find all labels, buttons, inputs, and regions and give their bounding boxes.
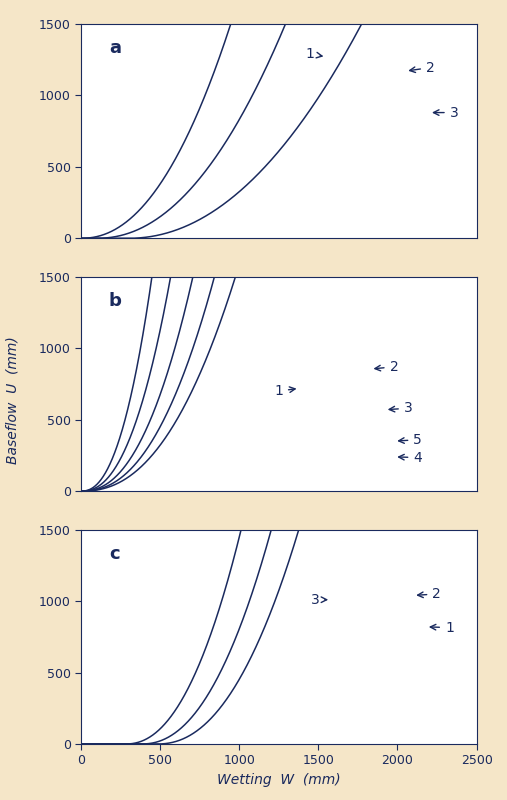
Text: 1: 1 (274, 384, 295, 398)
Text: 1: 1 (430, 621, 454, 634)
Text: 2: 2 (418, 587, 441, 601)
Text: b: b (109, 292, 122, 310)
Text: 3: 3 (310, 593, 327, 606)
Text: a: a (109, 39, 121, 57)
X-axis label: Wetting  W  (mm): Wetting W (mm) (217, 773, 341, 787)
Text: 2: 2 (410, 61, 434, 74)
Text: Baseflow  U  (mm): Baseflow U (mm) (6, 336, 20, 464)
Text: 2: 2 (375, 360, 399, 374)
Text: 4: 4 (399, 450, 422, 465)
Text: c: c (109, 545, 120, 562)
Text: 5: 5 (399, 433, 422, 446)
Text: 3: 3 (389, 402, 413, 415)
Text: 1: 1 (306, 47, 322, 61)
Text: 3: 3 (433, 106, 458, 119)
